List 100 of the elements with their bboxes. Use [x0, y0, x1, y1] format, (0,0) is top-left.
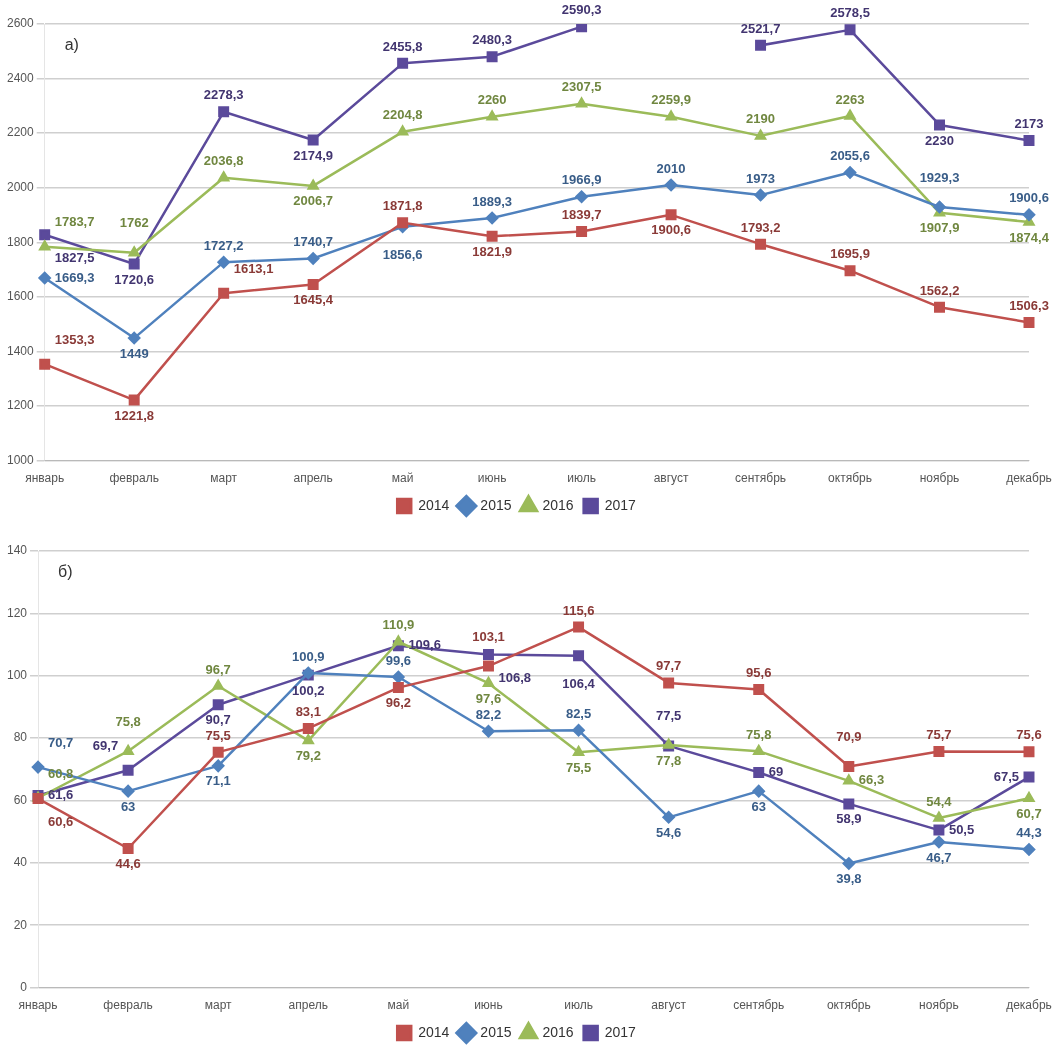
data-label: 67,5: [993, 768, 1020, 784]
data-label: 2259,9: [651, 92, 691, 108]
x-tick-label: январь: [18, 998, 58, 1013]
data-label: 1874,4: [1009, 229, 1050, 245]
data-label: 2173: [1014, 116, 1044, 132]
y-tick-label: 140: [6, 543, 28, 558]
data-label: 1900,6: [651, 222, 691, 238]
data-label: 106,8: [498, 670, 532, 686]
data-label: 2204,8: [382, 107, 423, 123]
legend-label: 2015: [480, 496, 512, 513]
y-tick-label: 1000: [6, 452, 35, 467]
data-label: 46,7: [926, 849, 952, 865]
x-tick-label: январь: [25, 471, 65, 486]
data-label: 1740,7: [293, 234, 334, 250]
data-label: 115,6: [562, 602, 595, 618]
y-tick-label: 2600: [6, 16, 35, 31]
y-tick-label: 100: [6, 668, 28, 683]
data-label: 2010: [656, 160, 686, 176]
data-label: 100,9: [292, 648, 325, 664]
data-label: 1929,3: [919, 169, 960, 185]
data-label: 83,1: [295, 704, 321, 720]
x-tick-label: март: [210, 471, 238, 486]
data-label: 96,7: [205, 661, 231, 677]
data-label: 71,1: [205, 773, 231, 789]
data-label: 103,1: [472, 628, 505, 644]
data-label: 96,2: [385, 695, 412, 711]
data-label: 61,6: [48, 787, 74, 803]
data-label: 1727,2: [203, 237, 244, 253]
legend-label: 2017: [604, 1023, 636, 1040]
data-label: 97,6: [475, 690, 502, 706]
data-label: 100,2: [292, 682, 325, 698]
data-label: 2590,3: [561, 2, 602, 18]
data-label: 2480,3: [472, 32, 512, 48]
data-label: 63: [751, 798, 766, 814]
data-label: 1907,9: [919, 220, 960, 236]
y-tick-label: 2000: [6, 180, 35, 195]
data-label: 66,3: [858, 772, 885, 788]
legend-label: 2015: [480, 1023, 512, 1040]
data-label: 1821,9: [472, 243, 512, 259]
data-label: 69: [768, 764, 784, 779]
data-label: 97,7: [655, 658, 682, 674]
data-label: 90,7: [205, 712, 231, 728]
data-label: 1966,9: [561, 172, 602, 188]
data-label: 1669,3: [54, 269, 95, 285]
y-tick-label: 1200: [6, 398, 35, 413]
data-label: 70,7: [48, 734, 74, 750]
y-tick-label: 60: [13, 792, 28, 807]
data-label: 63: [120, 798, 136, 814]
data-label: 75,8: [115, 713, 141, 729]
data-label: 110,9: [382, 617, 415, 633]
x-tick-label: декабрь: [1006, 471, 1052, 486]
data-label: 82,2: [475, 706, 502, 722]
x-tick-label: сентябрь: [735, 471, 787, 486]
x-tick-label: май: [391, 471, 414, 486]
data-label: 1720,6: [114, 271, 155, 287]
data-label: 75,8: [746, 726, 772, 742]
annotation: б): [58, 563, 73, 581]
data-label: 1856,6: [382, 247, 423, 263]
data-label: 95,6: [746, 665, 772, 681]
data-label: 60,7: [1016, 805, 1042, 821]
data-label: 1762: [119, 215, 149, 231]
data-label: 1973: [746, 170, 776, 186]
legend-label: 2016: [542, 496, 574, 513]
data-label: 75,6: [1016, 727, 1042, 743]
data-label: 2230: [925, 132, 954, 148]
x-tick-label: апрель: [288, 998, 328, 1013]
data-label: 1827,5: [54, 250, 95, 266]
data-label: 1900,6: [1009, 190, 1049, 206]
x-tick-label: сентябрь: [733, 998, 785, 1013]
data-label: 99,6: [385, 652, 412, 668]
data-label: 1506,3: [1009, 298, 1049, 314]
legend-label: 2017: [604, 496, 636, 513]
data-label: 1221,8: [114, 407, 155, 423]
x-tick-label: июнь: [474, 998, 503, 1013]
data-label: 1695,9: [830, 246, 870, 262]
data-label: 50,5: [948, 821, 975, 837]
data-label: 44,3: [1016, 825, 1042, 841]
data-label: 1871,8: [382, 198, 423, 214]
data-label: 2174,9: [293, 147, 334, 163]
data-label: 2055,6: [830, 148, 870, 164]
y-tick-label: 1400: [6, 343, 35, 358]
y-tick-label: 1600: [6, 289, 35, 304]
data-label: 54,4: [926, 793, 953, 809]
data-label: 2190: [746, 111, 776, 127]
data-label: 1449: [119, 345, 149, 361]
x-tick-label: февраль: [109, 471, 159, 486]
data-label: 1783,7: [54, 214, 95, 230]
data-label: 77,8: [655, 752, 682, 768]
data-label: 2307,5: [561, 79, 602, 95]
legend-label: 2014: [418, 1023, 450, 1040]
y-tick-label: 1800: [6, 234, 35, 249]
data-label: 2260: [477, 92, 507, 108]
data-label: 2521,7: [740, 20, 781, 36]
legend-label: 2016: [542, 1023, 574, 1040]
data-label: 75,5: [565, 759, 592, 775]
y-tick-label: 2400: [6, 70, 35, 85]
data-label: 106,4: [562, 676, 596, 692]
x-tick-label: май: [387, 998, 410, 1013]
data-label: 58,9: [836, 811, 862, 827]
x-tick-label: октябрь: [826, 998, 871, 1013]
